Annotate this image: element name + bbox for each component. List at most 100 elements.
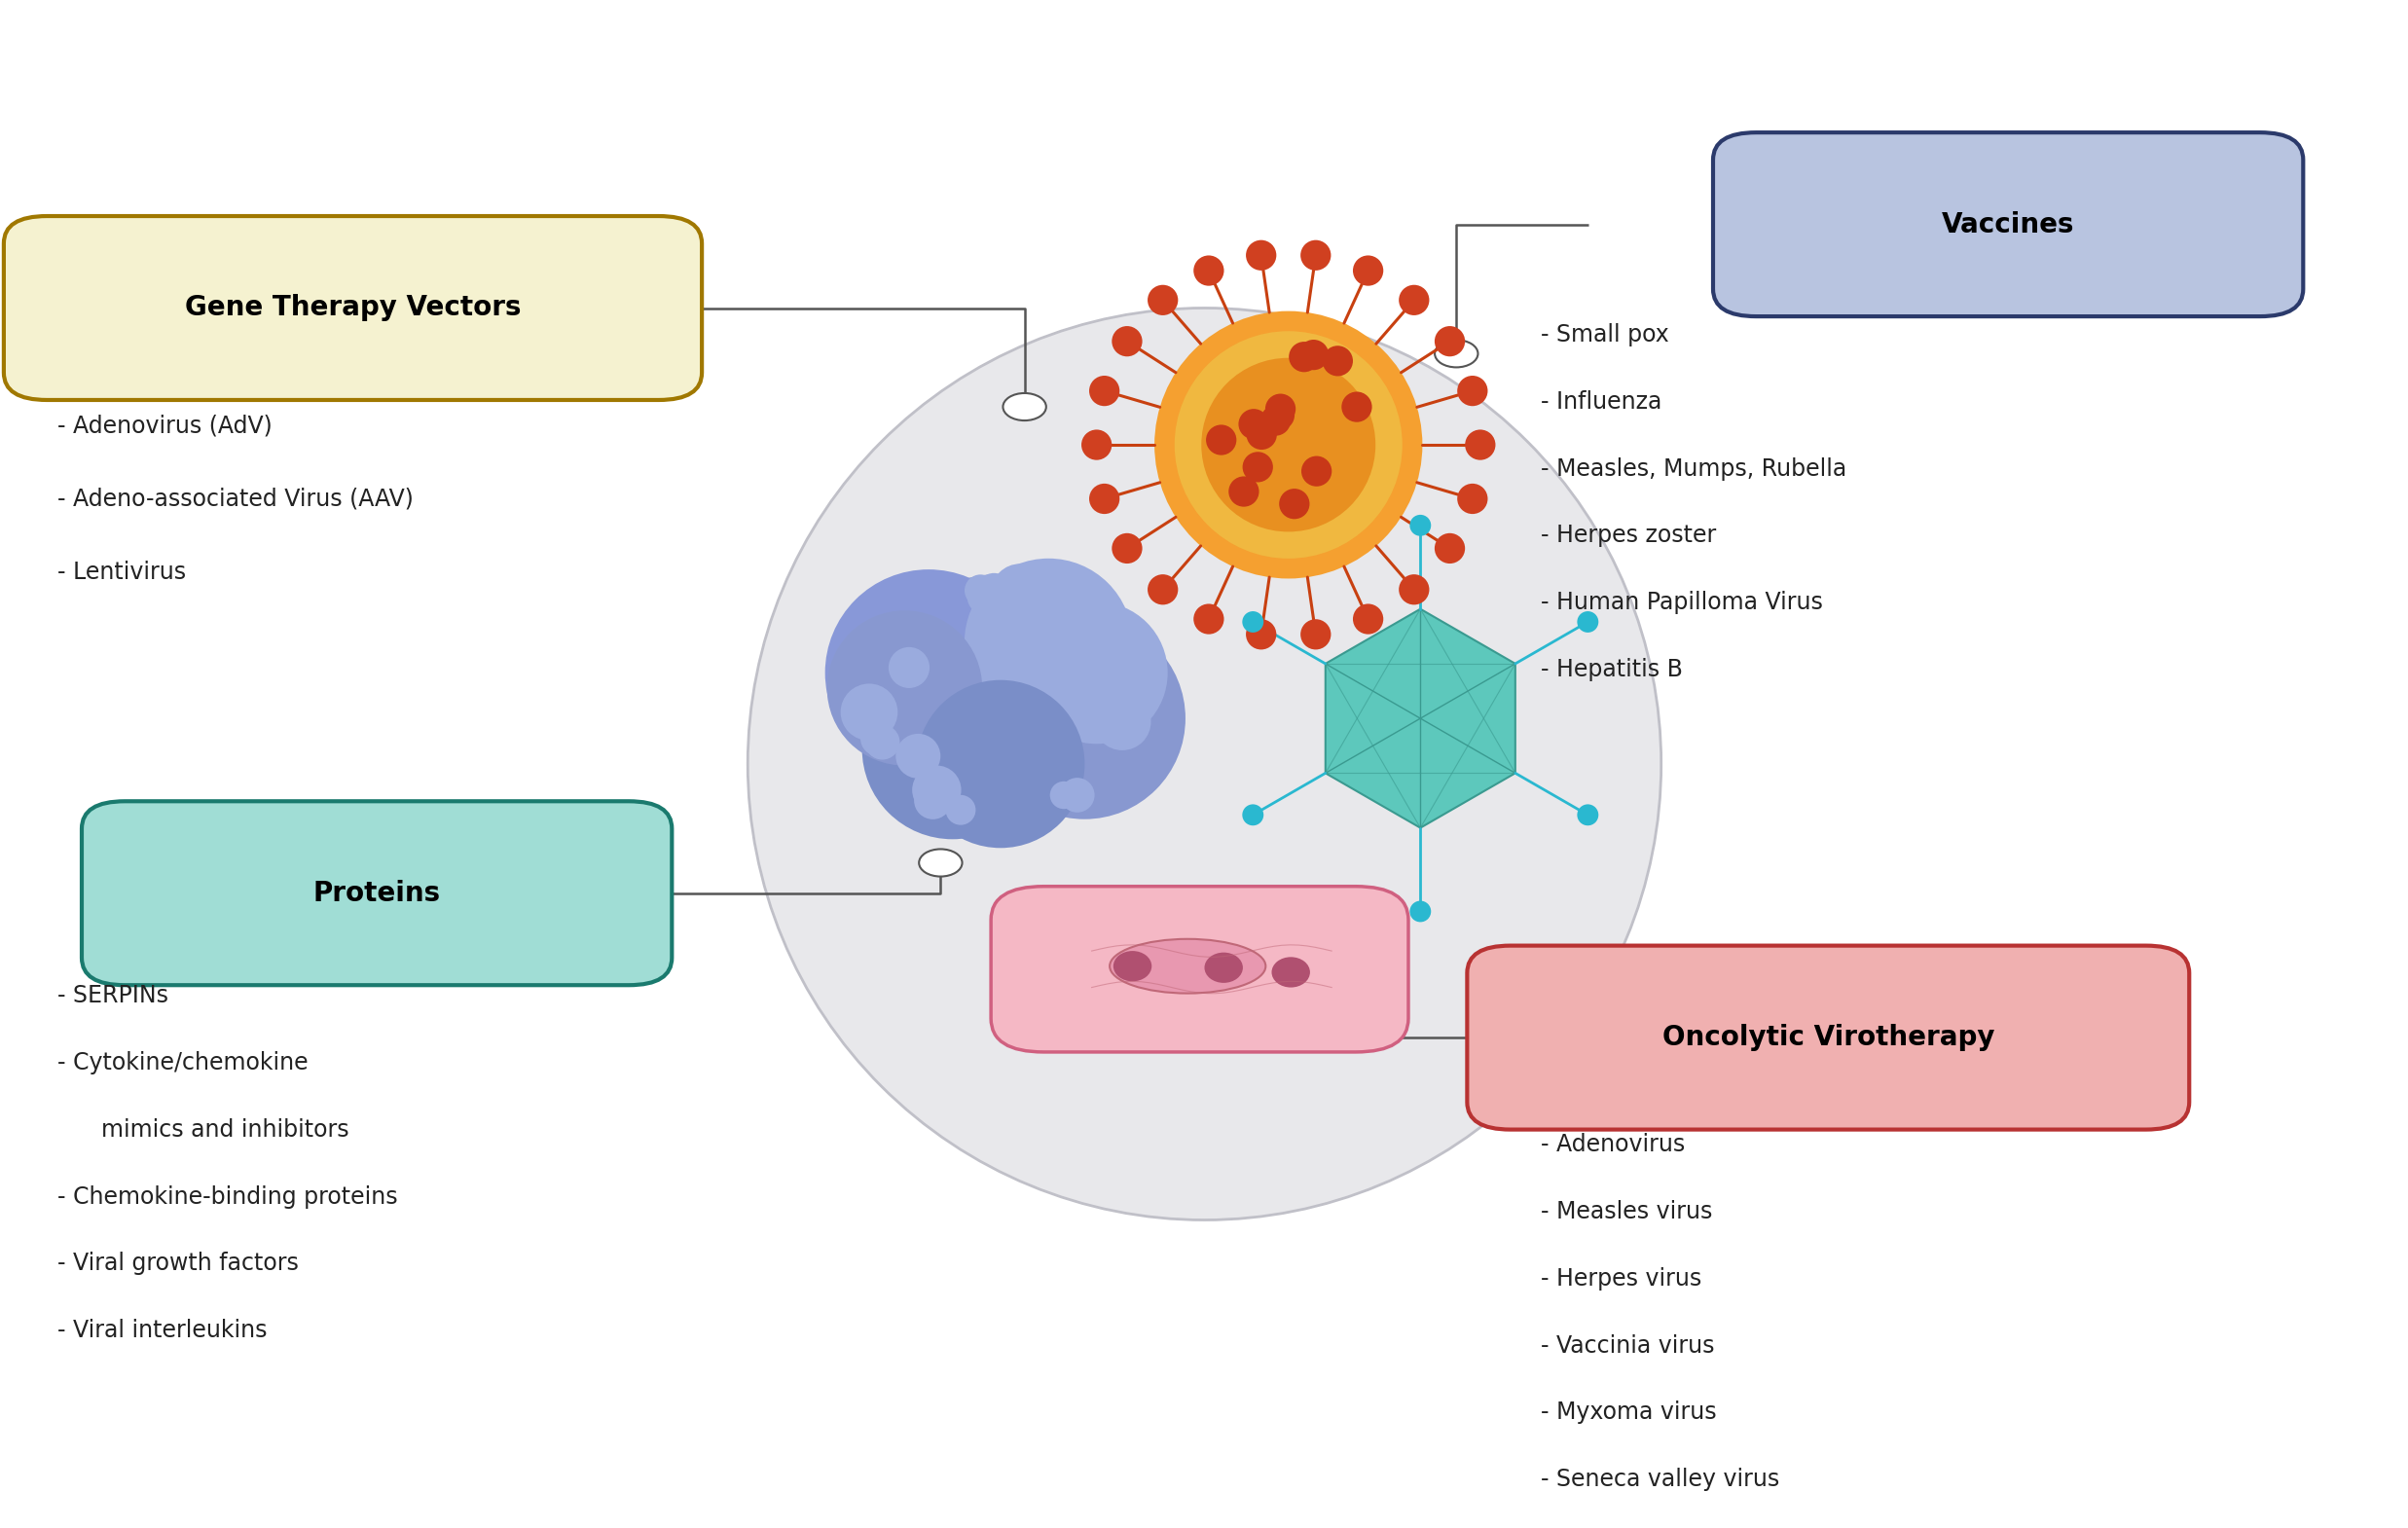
- Ellipse shape: [1288, 342, 1320, 373]
- Ellipse shape: [1206, 425, 1235, 455]
- Text: - Viral interleukins: - Viral interleukins: [58, 1319, 267, 1342]
- Ellipse shape: [1202, 358, 1375, 532]
- Text: - Adeno-associated Virus (AAV): - Adeno-associated Virus (AAV): [58, 487, 414, 510]
- Ellipse shape: [966, 575, 997, 607]
- Ellipse shape: [889, 646, 929, 688]
- Ellipse shape: [1112, 533, 1141, 564]
- Ellipse shape: [1353, 255, 1382, 286]
- FancyBboxPatch shape: [1712, 133, 2302, 316]
- Ellipse shape: [946, 795, 975, 825]
- Ellipse shape: [1259, 405, 1291, 435]
- Ellipse shape: [1245, 240, 1276, 270]
- Ellipse shape: [1322, 345, 1353, 376]
- Text: mimics and inhibitors: mimics and inhibitors: [58, 1118, 349, 1141]
- Ellipse shape: [1062, 616, 1088, 642]
- Ellipse shape: [862, 659, 1043, 839]
- Circle shape: [1435, 339, 1479, 367]
- Circle shape: [920, 850, 963, 877]
- Ellipse shape: [826, 611, 982, 766]
- Ellipse shape: [864, 724, 901, 759]
- Ellipse shape: [997, 571, 1038, 613]
- Ellipse shape: [1300, 619, 1332, 649]
- Ellipse shape: [1088, 376, 1120, 406]
- Ellipse shape: [1247, 419, 1276, 449]
- Text: - Cytokine/chemokine: - Cytokine/chemokine: [58, 1051, 308, 1074]
- Ellipse shape: [1204, 952, 1243, 983]
- Ellipse shape: [1435, 533, 1464, 564]
- Ellipse shape: [1194, 255, 1223, 286]
- Ellipse shape: [1435, 325, 1464, 356]
- Text: - Influenza: - Influenza: [1541, 390, 1662, 414]
- Circle shape: [1344, 993, 1387, 1021]
- Ellipse shape: [968, 575, 1009, 616]
- Ellipse shape: [1279, 489, 1310, 520]
- Ellipse shape: [1457, 483, 1488, 513]
- Ellipse shape: [1464, 429, 1495, 460]
- Text: - Lentivirus: - Lentivirus: [58, 561, 185, 584]
- Ellipse shape: [896, 733, 942, 778]
- Text: - Herpes virus: - Herpes virus: [1541, 1267, 1700, 1291]
- Ellipse shape: [978, 573, 1011, 608]
- Ellipse shape: [1149, 575, 1178, 605]
- FancyBboxPatch shape: [5, 215, 701, 400]
- Ellipse shape: [1243, 452, 1274, 483]
- Ellipse shape: [1300, 455, 1332, 486]
- Text: - Vaccinia virus: - Vaccinia virus: [1541, 1334, 1714, 1357]
- Text: - Viral growth factors: - Viral growth factors: [58, 1251, 299, 1276]
- Ellipse shape: [917, 680, 1084, 848]
- Circle shape: [1004, 393, 1045, 420]
- Ellipse shape: [992, 564, 1050, 622]
- Ellipse shape: [1093, 694, 1151, 750]
- Text: Vaccines: Vaccines: [1941, 211, 2076, 238]
- Text: - Small pox: - Small pox: [1541, 324, 1669, 347]
- Ellipse shape: [1243, 611, 1264, 633]
- Ellipse shape: [872, 575, 1129, 833]
- Ellipse shape: [1353, 604, 1382, 634]
- Ellipse shape: [826, 570, 1033, 776]
- FancyBboxPatch shape: [82, 801, 672, 986]
- Ellipse shape: [1238, 410, 1269, 439]
- Ellipse shape: [1245, 619, 1276, 649]
- Ellipse shape: [1577, 611, 1599, 633]
- Ellipse shape: [840, 683, 898, 741]
- Ellipse shape: [1264, 400, 1296, 431]
- Ellipse shape: [1300, 240, 1332, 270]
- Ellipse shape: [1264, 394, 1296, 425]
- FancyBboxPatch shape: [992, 886, 1409, 1051]
- Text: - Measles, Mumps, Rubella: - Measles, Mumps, Rubella: [1541, 457, 1847, 480]
- Ellipse shape: [860, 721, 896, 756]
- FancyBboxPatch shape: [1466, 946, 2189, 1129]
- Ellipse shape: [1153, 312, 1423, 579]
- Ellipse shape: [1399, 575, 1430, 605]
- Ellipse shape: [1194, 604, 1223, 634]
- Ellipse shape: [1457, 376, 1488, 406]
- Ellipse shape: [1060, 778, 1096, 813]
- Ellipse shape: [1110, 940, 1267, 993]
- Ellipse shape: [1149, 284, 1178, 315]
- Text: - Herpes zoster: - Herpes zoster: [1541, 524, 1717, 547]
- Text: - Hepatitis B: - Hepatitis B: [1541, 657, 1683, 681]
- Ellipse shape: [1298, 339, 1329, 370]
- Ellipse shape: [1341, 391, 1373, 422]
- Ellipse shape: [1050, 781, 1079, 808]
- Text: - Chemokine-binding proteins: - Chemokine-binding proteins: [58, 1186, 397, 1209]
- Ellipse shape: [1271, 957, 1310, 987]
- Ellipse shape: [1577, 804, 1599, 825]
- Text: - Myxoma virus: - Myxoma virus: [1541, 1401, 1717, 1424]
- Text: - Adenovirus (AdV): - Adenovirus (AdV): [58, 414, 272, 439]
- Ellipse shape: [1228, 477, 1259, 507]
- Text: - Seneca valley virus: - Seneca valley virus: [1541, 1468, 1780, 1491]
- Ellipse shape: [1175, 332, 1401, 559]
- Ellipse shape: [1021, 578, 1050, 605]
- Ellipse shape: [1399, 284, 1430, 315]
- Ellipse shape: [1112, 325, 1141, 356]
- Ellipse shape: [1088, 483, 1120, 513]
- Ellipse shape: [1243, 804, 1264, 825]
- Polygon shape: [1324, 610, 1515, 828]
- Ellipse shape: [966, 558, 1132, 726]
- Text: Proteins: Proteins: [313, 880, 441, 906]
- Ellipse shape: [913, 766, 961, 814]
- Text: - Human Papilloma Virus: - Human Papilloma Virus: [1541, 591, 1823, 614]
- Text: Oncolytic Virotherapy: Oncolytic Virotherapy: [1662, 1024, 1994, 1051]
- Text: - Measles virus: - Measles virus: [1541, 1199, 1712, 1224]
